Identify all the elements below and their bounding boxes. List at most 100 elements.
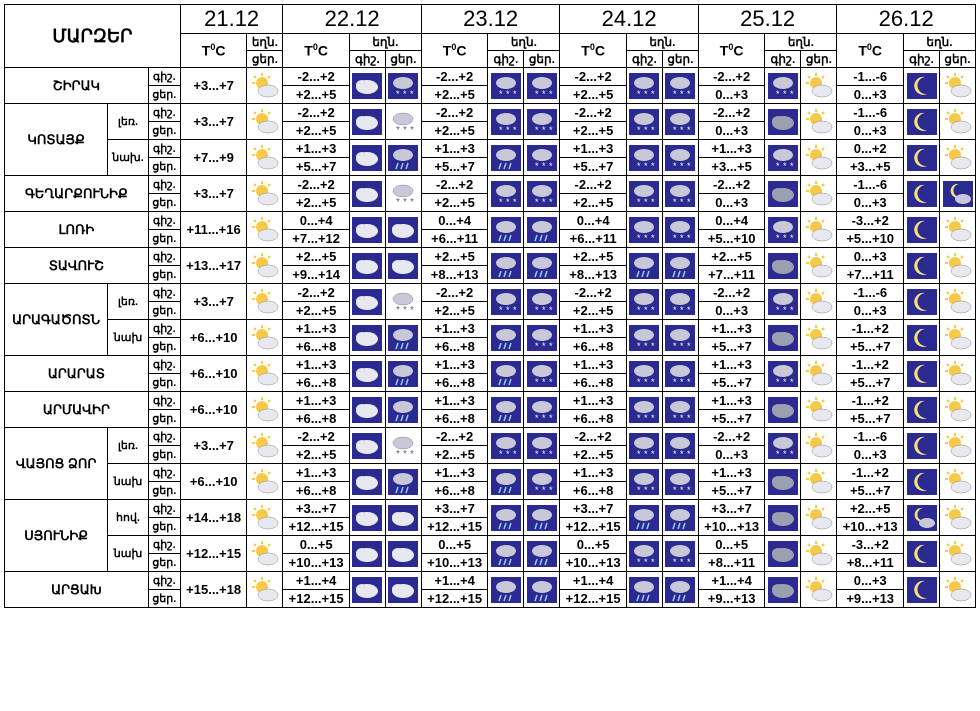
temp-d5-n: -1...-6 (837, 104, 904, 122)
temp-d1-d: +6...+8 (283, 338, 350, 356)
zone-label: լեռ. (108, 428, 149, 464)
icon-d5-n (904, 572, 940, 608)
temp-d5-n: +2...+5 (837, 500, 904, 518)
icon-d0 (247, 356, 283, 392)
temp-d4-d: 0...+3 (698, 446, 765, 464)
day-label-3: ցեր. (662, 51, 698, 68)
temp-d2-n: +1...+3 (421, 392, 488, 410)
temp-d3-d: +2...+5 (560, 86, 627, 104)
icon-d1-n (349, 356, 385, 392)
temp-d4-n: +1...+3 (698, 392, 765, 410)
night-label: գիշ. (148, 536, 180, 554)
temp-d1-d: +2...+5 (283, 302, 350, 320)
temp-d2-n: +3...+7 (421, 500, 488, 518)
temp-d0: +7...+9 (180, 140, 247, 176)
region-ԼՈՌԻ: ԼՈՌԻ (5, 212, 149, 248)
region-ԱՐԱԳԱԾՈՏՆ: ԱՐԱԳԱԾՈՏՆ (5, 284, 108, 356)
region-ԱՐՑԱԽ: ԱՐՑԱԽ (5, 572, 149, 608)
icon-d0 (247, 104, 283, 140)
icon-d4-d (801, 212, 837, 248)
icon-d2-n (488, 104, 524, 140)
temp-d2-d: +6...+11 (421, 230, 488, 248)
date-5: 26.12 (837, 5, 976, 34)
icon-d2-d (524, 356, 560, 392)
temp-d2-n: -2...+2 (421, 428, 488, 446)
icon-d5-d (940, 140, 976, 176)
day-label-4: ցեր. (801, 51, 837, 68)
temp-d5-n: -3...+2 (837, 536, 904, 554)
temp-d5-d: +7...+11 (837, 266, 904, 284)
temp-d2-d: +6...+8 (421, 482, 488, 500)
icon-d5-n (904, 428, 940, 464)
temp-d4-d: +9...+13 (698, 590, 765, 608)
icon-d2-n (488, 392, 524, 428)
temp-d1-n: +1...+3 (283, 140, 350, 158)
temp-d4-d: +5...+7 (698, 338, 765, 356)
wx-header-5: եղն. (904, 34, 976, 51)
icon-d2-d (524, 500, 560, 536)
temp-d0: +3...+7 (180, 104, 247, 140)
temp-d1-d: +2...+5 (283, 86, 350, 104)
temp-d1-d: +6...+8 (283, 482, 350, 500)
region-ԱՐԱՐԱՏ: ԱՐԱՐԱՏ (5, 356, 149, 392)
date-4: 25.12 (698, 5, 837, 34)
icon-d3-n (626, 356, 662, 392)
temp-d2-n: -2...+2 (421, 68, 488, 86)
temp-d3-d: +6...+8 (560, 374, 627, 392)
region-ՏԱՎՈՒՇ: ՏԱՎՈՒՇ (5, 248, 149, 284)
tc-header-5: T0C (837, 34, 904, 68)
icon-d5-d (940, 356, 976, 392)
icon-d4-n (765, 428, 801, 464)
temp-d5-n: -1...+2 (837, 356, 904, 374)
icon-d0 (247, 464, 283, 500)
icon-d2-n (488, 320, 524, 356)
temp-d0: +3...+7 (180, 428, 247, 464)
night-label: գիշ. (148, 284, 180, 302)
temp-d3-n: -2...+2 (560, 284, 627, 302)
temp-d3-d: +2...+5 (560, 446, 627, 464)
day-label: ցեր. (148, 554, 180, 572)
icon-d2-n (488, 284, 524, 320)
temp-d4-n: +1...+3 (698, 356, 765, 374)
icon-d2-d (524, 212, 560, 248)
icon-d3-d (662, 464, 698, 500)
icon-d0 (247, 392, 283, 428)
icon-d3-d (662, 212, 698, 248)
temp-d4-n: +3...+7 (698, 500, 765, 518)
day-label-0: ցեր. (247, 51, 283, 68)
temp-d4-n: 0...+4 (698, 212, 765, 230)
temp-d2-d: +6...+8 (421, 374, 488, 392)
icon-d5-d (940, 428, 976, 464)
temp-d1-d: +5...+7 (283, 158, 350, 176)
icon-d5-d (940, 536, 976, 572)
temp-d5-n: 0...+2 (837, 140, 904, 158)
temp-d2-n: +2...+5 (421, 248, 488, 266)
icon-d5-d (940, 248, 976, 284)
icon-d1-d (385, 104, 421, 140)
temp-d1-n: +2...+5 (283, 248, 350, 266)
temp-d2-d: +6...+8 (421, 410, 488, 428)
night-label-3: գիշ. (626, 51, 662, 68)
temp-d2-d: +10...+13 (421, 554, 488, 572)
day-label: ցեր. (148, 194, 180, 212)
icon-d2-n (488, 248, 524, 284)
icon-d5-d (940, 392, 976, 428)
temp-d1-d: +2...+5 (283, 194, 350, 212)
icon-d4-d (801, 68, 837, 104)
icon-d3-d (662, 500, 698, 536)
icon-d0 (247, 428, 283, 464)
temp-d1-d: +2...+5 (283, 122, 350, 140)
icon-d3-d (662, 284, 698, 320)
icon-d1-n (349, 500, 385, 536)
night-label: գիշ. (148, 176, 180, 194)
icon-d4-d (801, 572, 837, 608)
date-3: 24.12 (560, 5, 699, 34)
icon-d4-d (801, 500, 837, 536)
icon-d3-n (626, 464, 662, 500)
icon-d1-d (385, 392, 421, 428)
temp-d4-n: -2...+2 (698, 428, 765, 446)
icon-d3-n (626, 500, 662, 536)
icon-d4-d (801, 176, 837, 212)
temp-d1-d: +6...+8 (283, 410, 350, 428)
day-label-5: ցեր. (940, 51, 976, 68)
